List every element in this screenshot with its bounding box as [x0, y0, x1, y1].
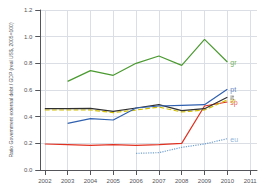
svg-text:0.2: 0.2: [24, 140, 33, 146]
svg-text:2011: 2011: [244, 178, 258, 184]
svg-text:gr: gr: [230, 59, 237, 67]
svg-text:0.8: 0.8: [24, 60, 33, 66]
svg-text:0.6: 0.6: [24, 87, 33, 93]
svg-text:pt: pt: [230, 86, 236, 94]
svg-text:2003: 2003: [61, 178, 75, 184]
svg-text:Ratio Government external debt: Ratio Government external debt / GDP (re…: [8, 22, 14, 157]
svg-text:it: it: [230, 94, 234, 101]
svg-text:2008: 2008: [175, 178, 189, 184]
svg-text:1.2: 1.2: [24, 7, 33, 13]
svg-text:0.0: 0.0: [24, 167, 33, 173]
svg-text:2007: 2007: [152, 178, 166, 184]
svg-text:2004: 2004: [84, 178, 98, 184]
svg-text:2005: 2005: [107, 178, 121, 184]
svg-text:2010: 2010: [221, 178, 235, 184]
svg-text:2006: 2006: [129, 178, 143, 184]
svg-text:0.4: 0.4: [24, 114, 33, 120]
svg-text:1.0: 1.0: [24, 34, 33, 40]
svg-text:eu: eu: [230, 136, 238, 143]
svg-text:2009: 2009: [198, 178, 212, 184]
svg-text:2002: 2002: [38, 178, 52, 184]
